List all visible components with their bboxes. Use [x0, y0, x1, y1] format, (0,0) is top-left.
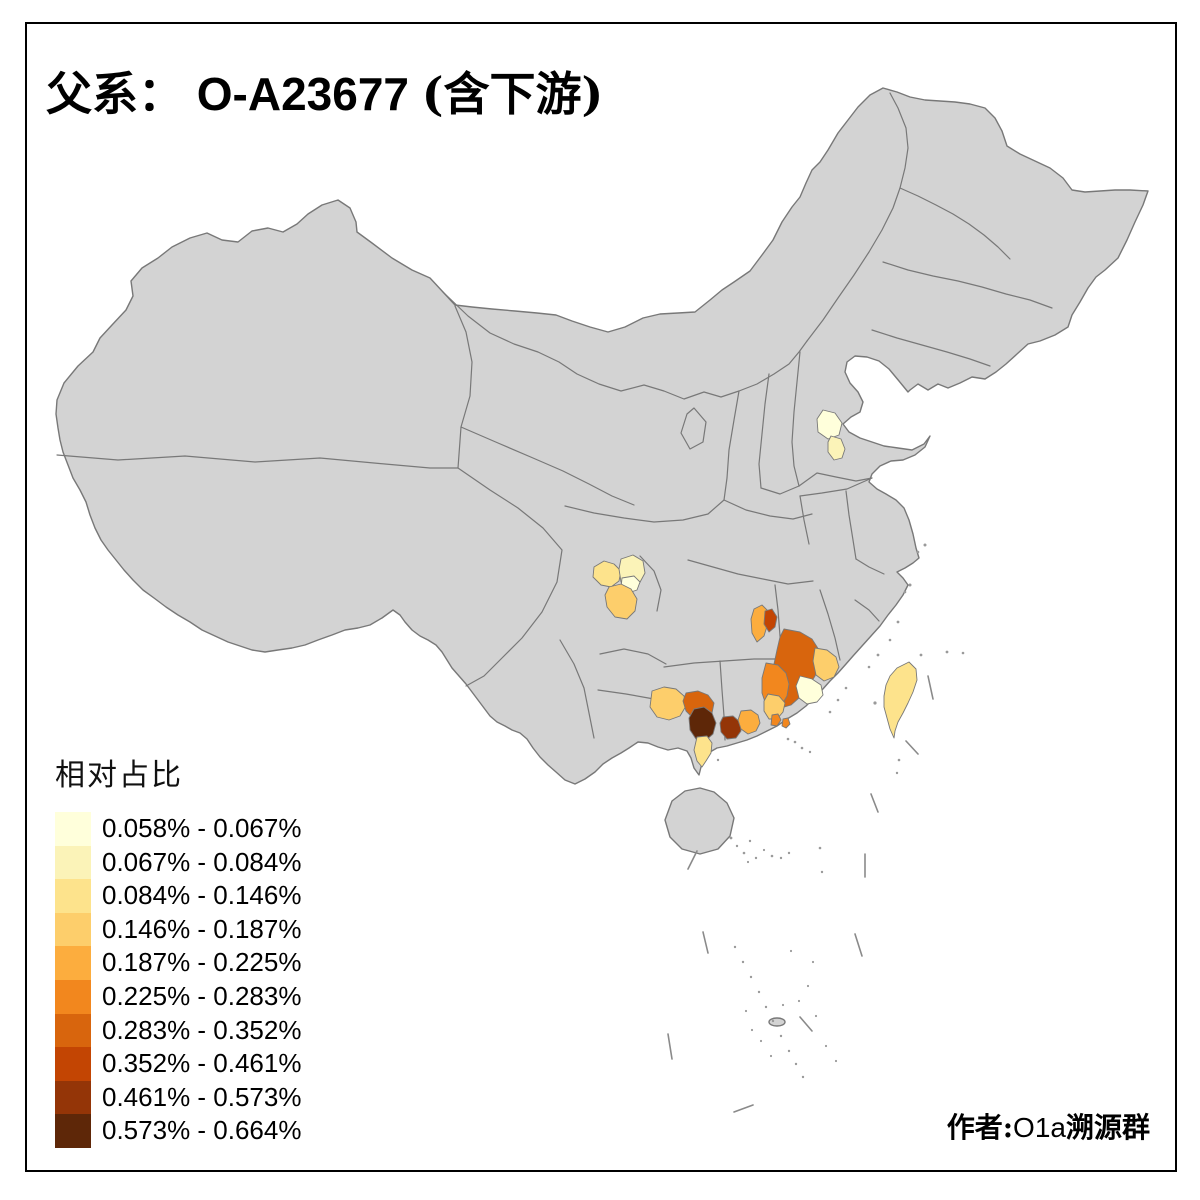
region-guangxi-qinzhou	[688, 706, 717, 742]
legend-swatch-0	[55, 812, 91, 846]
region-fujian-west	[812, 647, 840, 682]
region-pearl-delta	[770, 713, 791, 729]
legend-label-9: 0.573% - 0.664%	[102, 1115, 302, 1146]
legend: 相对占比 0.058% - 0.067% 0.067% - 0.084% 0.084…	[55, 750, 301, 1148]
hainan-island	[664, 787, 735, 855]
legend-row-7: 0.352% - 0.461%	[55, 1047, 301, 1081]
legend-swatch-6	[55, 1013, 91, 1048]
region-hunan-north	[750, 604, 769, 643]
legend-row-5: 0.225% - 0.283%	[55, 979, 302, 1014]
legend-label-3: 0.146% - 0.187%	[102, 913, 302, 944]
province-borders	[56, 92, 1053, 741]
legend-row-1: 0.067% - 0.084%	[55, 845, 302, 880]
legend-swatch-9	[55, 1114, 91, 1148]
legend-row-0: 0.058% - 0.067%	[55, 812, 301, 846]
legend-swatch-7	[55, 1047, 91, 1081]
legend-swatch-3	[55, 912, 91, 947]
title-zh-suffix: (含下游)	[421, 67, 604, 121]
legend-label-6: 0.283% - 0.352%	[102, 1014, 302, 1045]
legend-label-5: 0.225% - 0.283%	[102, 980, 302, 1011]
credit: 作者:O1a溯源群	[947, 1106, 1150, 1146]
legend-label-2: 0.084% - 0.146%	[102, 880, 302, 911]
legend-swatch-5	[55, 979, 91, 1014]
colored-regions	[592, 409, 918, 768]
title-zh-prefix: 父系：	[46, 67, 184, 121]
credit-group-latin: O1a	[1013, 1112, 1066, 1143]
legend-swatch-2	[55, 879, 91, 913]
region-sichuan-east	[592, 560, 622, 588]
island-dots	[716, 543, 965, 1079]
legend-row-6: 0.283% - 0.352%	[55, 1013, 302, 1048]
legend-row-8: 0.461% - 0.573%	[55, 1080, 302, 1115]
credit-author-label: 作者:	[946, 1111, 1014, 1144]
mainland-china	[55, 87, 1149, 785]
sea-islands	[667, 543, 965, 1113]
legend-label-7: 0.352% - 0.461%	[102, 1048, 302, 1079]
legend-swatch-8	[55, 1080, 91, 1115]
legend-row-4: 0.187% - 0.225%	[55, 946, 301, 980]
legend-row-2: 0.084% - 0.146%	[55, 879, 301, 913]
legend-label-0: 0.058% - 0.067%	[102, 813, 302, 843]
region-chongqing-south	[604, 583, 638, 620]
credit-group-zh: 溯源群	[1065, 1111, 1150, 1144]
page-title: 父系： O-A23677 (含下游)	[46, 58, 603, 124]
legend-row-3: 0.146% - 0.187%	[55, 912, 302, 947]
title-haplogroup: O-A23677	[184, 68, 422, 120]
region-maoming	[719, 715, 742, 740]
legend-title: 相对占比	[55, 758, 183, 793]
legend-swatch-1	[55, 845, 91, 880]
dongsha-island	[768, 1017, 786, 1027]
legend-label-8: 0.461% - 0.573%	[102, 1081, 302, 1112]
region-yangjiang	[737, 709, 761, 735]
legend-label-1: 0.067% - 0.084%	[102, 846, 302, 877]
region-guangdong-meizhou	[795, 675, 824, 705]
nine-dash-line	[667, 675, 934, 1113]
region-zhanjiang	[693, 735, 713, 768]
region-tianjin	[827, 435, 846, 461]
legend-rows: 0.058% - 0.067% 0.067% - 0.084% 0.084% - 0…	[55, 812, 301, 1148]
legend-label-4: 0.187% - 0.225%	[102, 947, 302, 978]
region-guangxi-west	[649, 686, 687, 721]
legend-row-9: 0.573% - 0.664%	[55, 1114, 301, 1148]
legend-swatch-4	[55, 946, 91, 980]
region-taiwan	[883, 661, 918, 739]
region-hunan-north-spot	[763, 608, 778, 633]
